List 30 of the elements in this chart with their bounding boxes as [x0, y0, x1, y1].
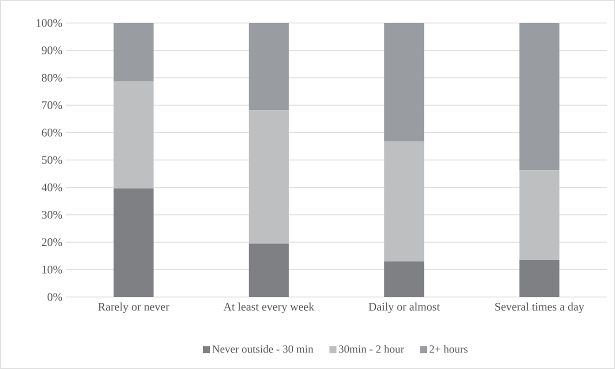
y-tick-label: 100%	[36, 19, 62, 27]
y-tick-label: 60%	[42, 128, 62, 137]
x-tick-label: At least every week	[223, 302, 314, 313]
x-tick-label: Several times a day	[495, 302, 584, 313]
bar	[384, 141, 424, 262]
y-tick-label: 50%	[42, 156, 62, 164]
legend-label: 30min - 2 hour	[338, 345, 404, 353]
bar	[519, 260, 560, 297]
bar	[248, 110, 289, 244]
x-tick-label: Rarely or never	[98, 302, 170, 313]
bar	[248, 22, 289, 110]
y-tick-label: 40%	[42, 184, 62, 192]
x-tick-label: Daily or almost	[368, 302, 440, 313]
y-tick-label: 70%	[42, 101, 62, 110]
bar	[114, 81, 154, 188]
legend-label: Never outside - 30 min	[212, 345, 314, 353]
legend-label: 2+ hours	[430, 345, 468, 353]
y-tick-label: 80%	[42, 74, 62, 82]
y-tick-label: 0%	[48, 293, 62, 301]
bar	[384, 22, 424, 142]
bar	[384, 261, 424, 297]
y-tick-label: 30%	[42, 210, 62, 219]
y-tick-label: 90%	[42, 46, 62, 54]
y-tick-label: 20%	[42, 238, 62, 246]
bar	[519, 170, 560, 260]
y-tick-label: 10%	[42, 266, 62, 274]
bar	[114, 188, 154, 297]
bar	[248, 244, 289, 297]
bar	[519, 22, 560, 170]
bar	[114, 22, 154, 82]
